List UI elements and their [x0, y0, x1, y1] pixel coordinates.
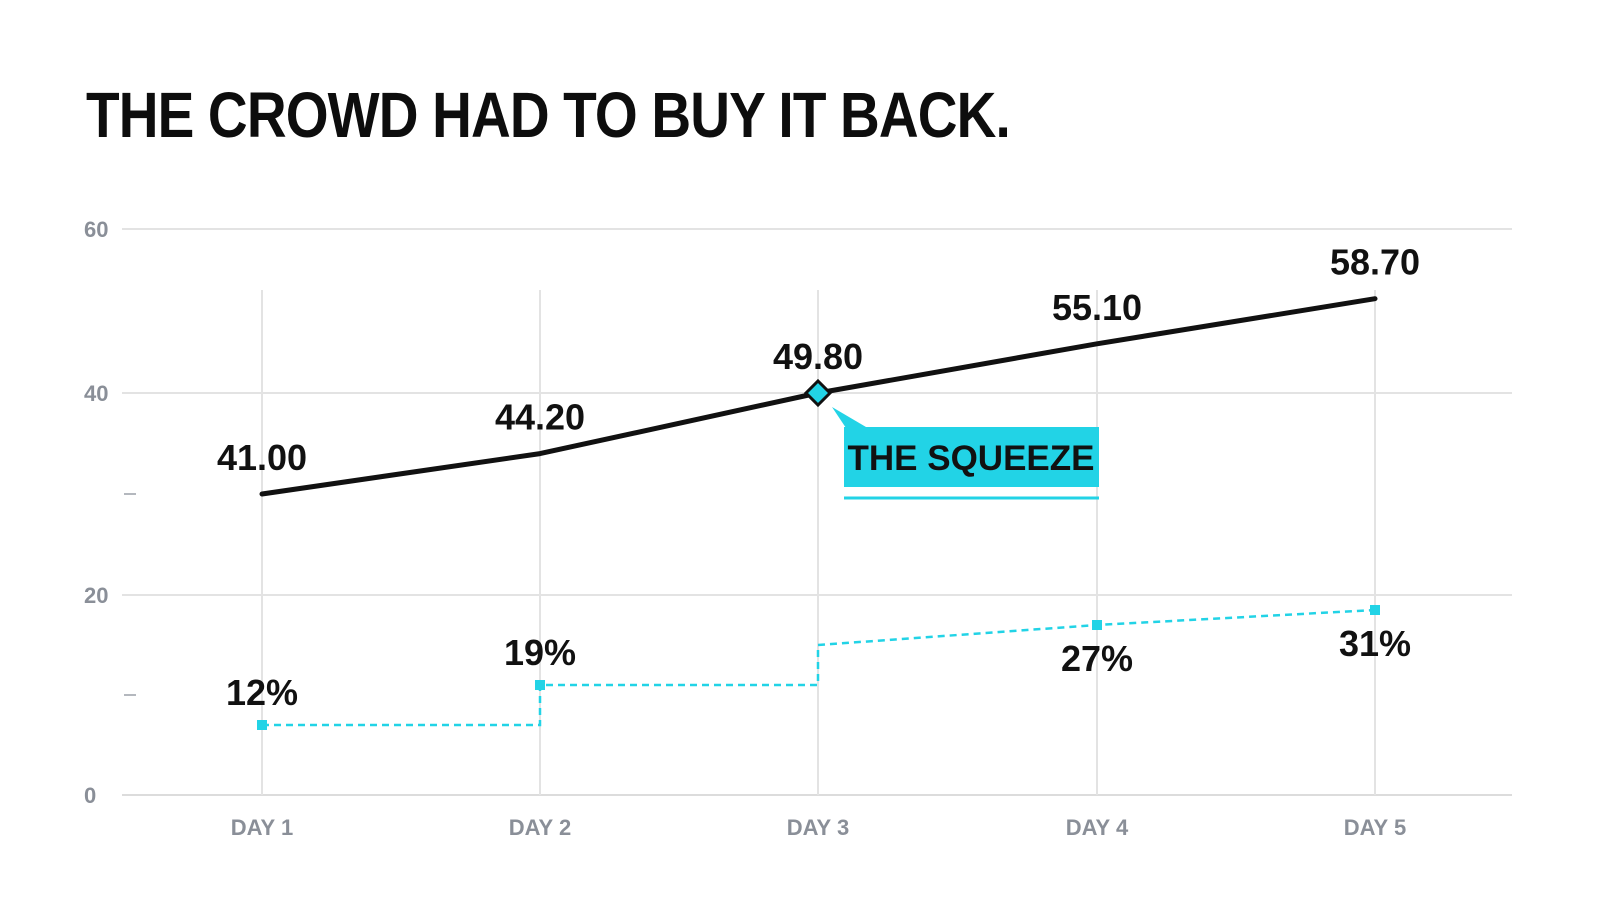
price-data-label: 41.00 — [217, 437, 307, 478]
y-tick-label: 0 — [84, 783, 96, 808]
percent-point — [1370, 605, 1380, 615]
percent-point — [1092, 620, 1102, 630]
x-tick-label: DAY 4 — [1066, 815, 1129, 840]
percent-series — [257, 605, 1380, 730]
x-tick-label: DAY 1 — [231, 815, 293, 840]
y-tick-label: 20 — [84, 583, 108, 608]
x-tick-label: DAY 5 — [1344, 815, 1406, 840]
y-tick-label: 60 — [84, 217, 108, 242]
percent-data-label: 31% — [1339, 623, 1411, 664]
price-series — [259, 296, 1378, 497]
x-tick-label: DAY 2 — [509, 815, 571, 840]
squeeze-callout: THE SQUEEZE — [832, 407, 1099, 500]
percent-data-label: 27% — [1061, 638, 1133, 679]
callout-label: THE SQUEEZE — [848, 439, 1095, 478]
percent-point — [535, 680, 545, 690]
price-data-label: 44.20 — [495, 397, 585, 438]
percent-data-label: 12% — [226, 672, 298, 713]
price-data-label: 55.10 — [1052, 287, 1142, 328]
percent-data-label: 19% — [504, 632, 576, 673]
chart-title: THE CROWD HAD TO BUY IT BACK. — [86, 79, 1011, 151]
price-data-label: 49.80 — [773, 336, 863, 377]
percent-point — [257, 720, 267, 730]
x-tick-label: DAY 3 — [787, 815, 849, 840]
data-labels: 12% 19% 27% 31% 41.00 44.20 49.80 55.10 58.70 — [217, 242, 1420, 713]
y-tick-label: 40 — [84, 381, 108, 406]
axes: 0 20 40 60 DAY 1 DAY 2 DAY 3 DAY 4 DAY 5 — [84, 217, 1406, 840]
callout-box — [844, 427, 1099, 487]
grid — [122, 228, 1512, 796]
squeeze-marker — [803, 378, 833, 408]
price-data-label: 58.70 — [1330, 242, 1420, 283]
